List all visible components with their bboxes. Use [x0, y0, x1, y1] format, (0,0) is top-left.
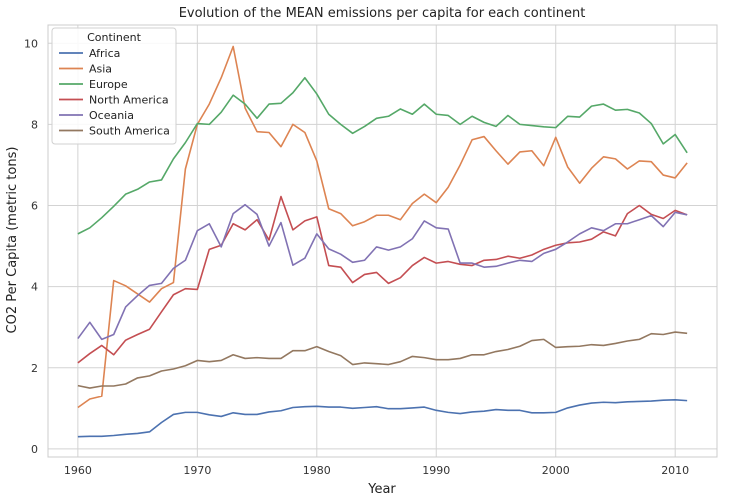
plot-frame	[47, 24, 718, 458]
legend: Continent Africa Asia Europe North America O…	[51, 27, 177, 145]
x-tick-label: 1990	[422, 464, 450, 477]
y-tick-label: 2	[31, 362, 38, 375]
series-line-south-america	[77, 331, 688, 389]
y-tick-label: 8	[31, 118, 38, 131]
series-line-europe	[77, 76, 688, 235]
y-tick-label: 4	[31, 281, 38, 294]
series-lines	[77, 45, 688, 438]
legend-item: South America	[59, 125, 170, 138]
x-axis-label: Year	[367, 482, 396, 497]
grid	[48, 25, 717, 457]
x-tick-label: 1980	[303, 464, 331, 477]
legend-items: Africa Asia Europe North America Oceania Sout…	[59, 47, 170, 138]
chart-title: Evolution of the MEAN emissions per capi…	[179, 6, 586, 21]
x-tick-label: 1970	[183, 464, 211, 477]
series-line-africa	[77, 399, 688, 438]
legend-label: Oceania	[89, 109, 134, 122]
y-axis-ticks: 0 2 4 6 8 10	[24, 37, 38, 456]
plot-area	[47, 24, 718, 458]
y-tick-label: 0	[31, 443, 38, 456]
x-tick-label: 2000	[542, 464, 570, 477]
x-axis-ticks: 1960 1970 1980 1990 2000 2010	[64, 464, 689, 477]
series-line-asia	[77, 45, 688, 409]
legend-item: Africa	[59, 47, 120, 60]
x-tick-label: 2010	[661, 464, 689, 477]
y-axis-label: CO2 Per Capita (metric tons)	[5, 147, 20, 334]
legend-label: Asia	[89, 63, 112, 76]
legend-item: Europe	[59, 78, 128, 91]
legend-label: Africa	[89, 47, 120, 60]
series-line-oceania	[77, 203, 688, 341]
legend-label: Europe	[89, 78, 128, 91]
series-line-north-america	[77, 195, 688, 364]
legend-item: Asia	[59, 63, 112, 76]
legend-label: North America	[89, 94, 169, 107]
y-tick-label: 6	[31, 200, 38, 213]
legend-label: South America	[89, 125, 170, 138]
x-tick-label: 1960	[64, 464, 92, 477]
legend-title: Continent	[87, 31, 141, 44]
y-tick-label: 10	[24, 37, 38, 50]
legend-item: Oceania	[59, 109, 134, 122]
legend-item: North America	[59, 94, 169, 107]
